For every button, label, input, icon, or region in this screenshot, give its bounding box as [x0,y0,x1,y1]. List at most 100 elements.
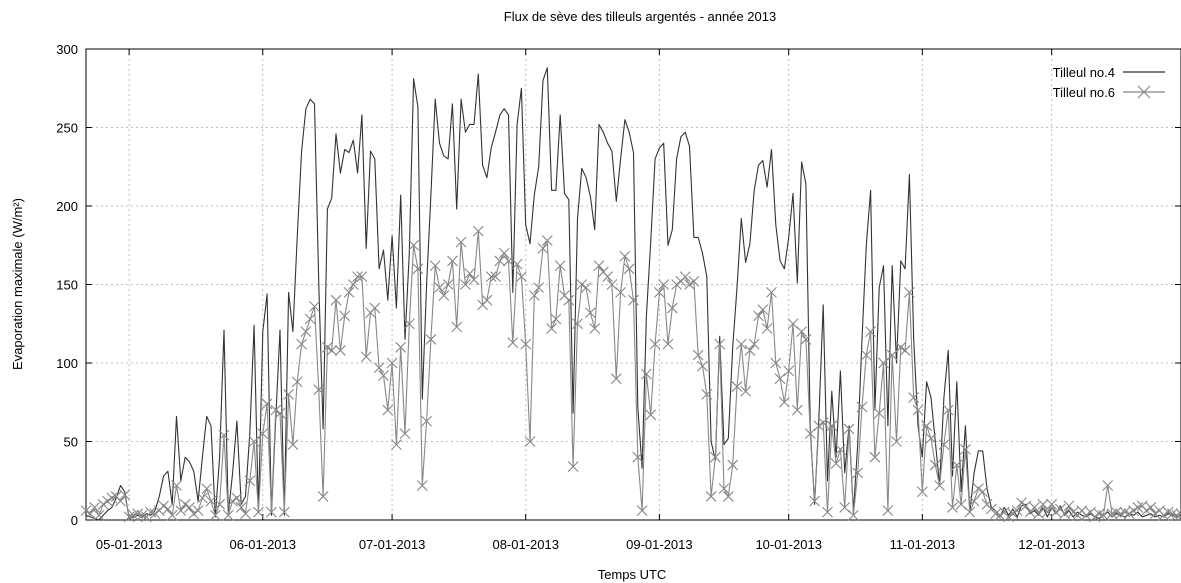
data-point-marker [468,274,480,286]
data-point-marker [692,349,704,361]
data-point-marker [240,508,251,520]
data-point-marker [472,225,484,237]
data-point-marker [602,271,614,283]
data-point-marker [192,505,204,516]
data-point-marker [429,260,441,272]
data-point-marker [869,451,881,463]
data-point-marker [572,318,583,330]
data-point-marker [925,432,937,444]
data-point-marker [123,511,135,523]
data-point-marker [326,345,338,356]
data-point-marker [1059,508,1070,520]
data-point-marker [645,409,657,421]
data-point-marker [136,509,148,521]
data-point-marker [994,509,1006,521]
data-point-marker [503,255,514,267]
data-point-marker [1033,508,1045,520]
data-point-marker [102,495,113,507]
chart-title: Flux de sève des tilleuls argentés - ann… [504,9,776,24]
data-point-marker [1132,502,1144,513]
data-point-marker [309,301,320,312]
data-point-marker [1123,508,1135,520]
data-point-marker [744,345,756,356]
data-point-marker [860,349,872,361]
data-point-marker [395,341,407,353]
data-point-marker [481,294,493,306]
data-point-marker [778,396,790,408]
x-tick-label: 06-01-2013 [230,537,297,552]
data-point-marker [218,429,230,441]
data-point-marker [929,459,941,471]
data-point-marker [843,423,855,435]
data-point-marker [313,384,325,396]
x-tick-label: 10-01-2013 [755,537,822,552]
data-point-marker [214,498,226,510]
data-point-marker [921,420,933,432]
data-point-marker [947,502,958,513]
data-point-marker [1102,480,1114,491]
data-point-marker [119,489,131,501]
data-point-marker [451,321,463,333]
y-axis-label: Evaporation maximale (W/m²) [10,198,25,370]
data-point-marker [1098,509,1109,521]
data-point-marker [494,255,506,267]
data-point-marker [636,505,648,516]
x-tick-label: 05-01-2013 [96,537,163,552]
data-point-marker [895,341,907,353]
data-point-marker [585,307,596,319]
data-point-marker [856,401,868,413]
data-point-marker [1141,505,1152,516]
data-point-marker [447,255,458,267]
data-point-marker [1037,498,1049,510]
data-point-marker [822,506,833,518]
data-point-marker [847,509,859,521]
data-point-marker [753,310,764,322]
data-point-marker [524,436,536,447]
data-point-marker [304,313,316,325]
data-point-marker [632,451,644,463]
x-axis-label: Temps UTC [598,567,667,582]
data-point-marker [791,404,803,416]
data-point-marker [360,351,372,363]
data-point-marker [688,275,700,287]
data-point-marker [865,326,876,337]
data-point-marker [106,492,118,504]
data-point-marker [1011,505,1023,516]
data-point-marker [813,420,825,432]
data-point-marker [796,326,808,337]
legend-label-tilleul-6: Tilleul no.6 [1053,85,1115,100]
data-point-marker [425,334,437,345]
y-tick-label: 200 [56,199,78,214]
data-point-marker [386,357,398,369]
x-axis: 05-01-2013 06-01-2013 07-01-2013 08-01-2013… [96,49,1085,552]
data-point-marker [373,362,385,374]
series-group [80,67,1181,523]
data-point-marker [166,509,178,521]
data-point-marker [835,443,846,455]
data-point-marker [710,451,721,463]
data-point-marker [1175,508,1181,520]
data-point-marker [244,475,256,487]
data-point-marker [416,480,428,491]
data-point-marker [403,318,415,330]
data-point-marker [757,304,769,316]
data-point-marker [951,459,963,471]
data-point-marker [291,376,303,388]
data-point-marker [330,294,342,306]
data-point-marker [852,467,864,479]
data-point-marker [97,498,109,510]
data-point-marker [1089,511,1101,523]
x-tick-label: 08-01-2013 [492,537,559,552]
data-point-marker [1016,497,1027,509]
data-point-marker [658,279,670,290]
data-point-marker [968,495,980,507]
data-point-marker [438,290,450,301]
y-tick-label: 150 [56,278,78,293]
data-point-marker [334,345,346,356]
data-point-marker [511,258,523,270]
data-point-marker [261,398,273,410]
data-point-marker [934,480,945,491]
data-point-marker [830,458,842,469]
data-point-marker [296,338,307,350]
